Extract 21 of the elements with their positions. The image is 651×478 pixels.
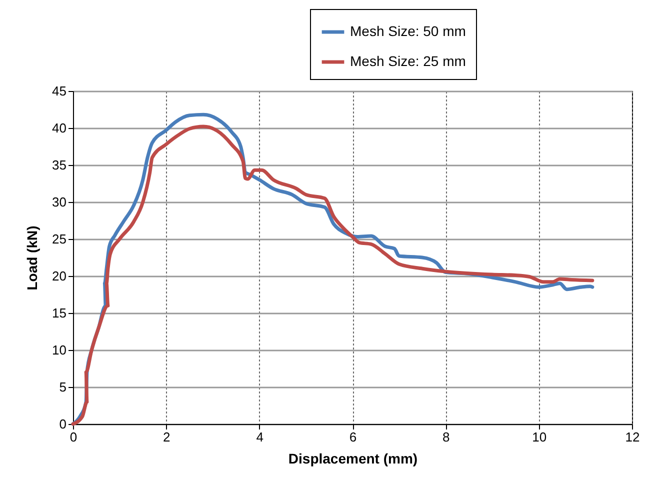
- x-tick-label: 2: [163, 430, 170, 444]
- y-tick-label: 15: [52, 306, 66, 320]
- x-tick-label: 6: [349, 430, 357, 444]
- y-tick-label: 35: [52, 158, 66, 172]
- y-tick-label: 45: [52, 84, 66, 98]
- x-tick-label: 4: [256, 430, 264, 444]
- x-tick-label: 10: [532, 430, 547, 444]
- x-tick-label: 8: [442, 430, 450, 444]
- y-axis-title: Load (kN): [24, 226, 40, 290]
- y-tick-label: 30: [52, 194, 66, 210]
- y-tick-label: 40: [52, 120, 66, 136]
- legend-label: Mesh Size: 50 mm: [350, 23, 466, 39]
- legend-label: Mesh Size: 25 mm: [350, 53, 466, 69]
- y-tick-label: 10: [52, 342, 66, 358]
- x-tick-label: 0: [70, 430, 78, 444]
- y-tick-label: 0: [59, 416, 66, 432]
- y-tick-label: 20: [52, 268, 66, 284]
- y-tick-label: 25: [52, 232, 66, 246]
- x-tick-label: 12: [625, 430, 640, 444]
- y-tick-label: 5: [59, 380, 66, 394]
- x-axis-title: Displacement (mm): [288, 450, 418, 466]
